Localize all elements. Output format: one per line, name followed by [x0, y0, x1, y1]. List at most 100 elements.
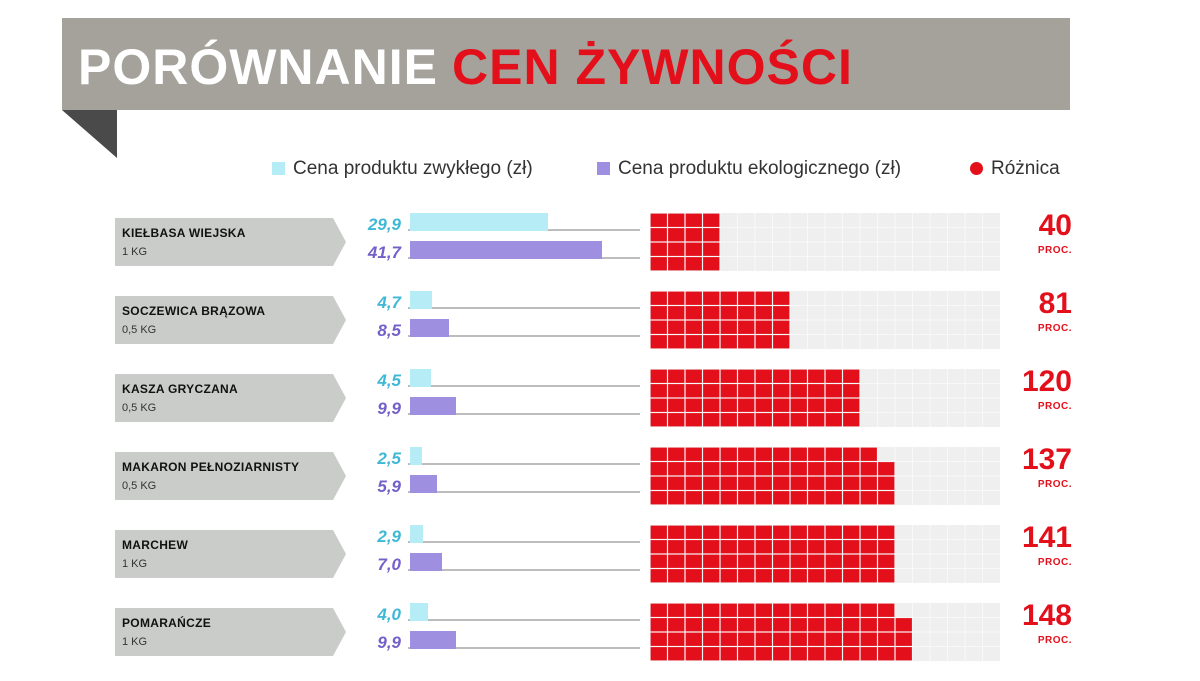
difference-cell	[808, 413, 825, 427]
legend-regular-label: Cena produktu zwykłego (zł)	[293, 158, 533, 179]
difference-cell	[790, 647, 807, 661]
product-label-box	[115, 530, 333, 578]
difference-cell	[650, 462, 667, 476]
difference-cell	[773, 413, 790, 427]
product-unit: 0,5 KG	[122, 324, 157, 336]
difference-cell	[668, 540, 685, 554]
difference-cell	[808, 554, 825, 568]
difference-cell	[738, 291, 755, 305]
product-label-arrow	[333, 452, 346, 500]
difference-cell	[773, 335, 790, 349]
difference-cell	[773, 491, 790, 505]
difference-cell	[650, 369, 667, 383]
product-unit: 1 KG	[122, 558, 148, 570]
difference-cell	[790, 554, 807, 568]
difference-cell	[825, 476, 842, 490]
difference-cell	[703, 306, 720, 320]
legend-eco-swatch	[597, 162, 610, 176]
difference-cell	[860, 647, 877, 661]
regular-price-track	[408, 385, 640, 387]
difference-cell	[685, 398, 702, 412]
difference-unit: PROC.	[1037, 635, 1072, 646]
legend-difference: Różnica	[970, 154, 1060, 184]
product-row: Marchew 1 KG 2,9 7,0 141 PROC.	[0, 521, 1200, 603]
eco-price-label: 9,9	[377, 399, 401, 418]
difference-cell	[685, 569, 702, 583]
product-label-box	[115, 608, 333, 656]
difference-cell	[668, 491, 685, 505]
eco-price-label: 5,9	[377, 477, 401, 496]
difference-cell	[650, 618, 667, 632]
difference-cell	[685, 384, 702, 398]
difference-cell	[790, 369, 807, 383]
difference-cell	[843, 569, 860, 583]
difference-cell	[738, 398, 755, 412]
difference-cell	[738, 618, 755, 632]
difference-grid	[650, 525, 1000, 583]
difference-cell	[773, 447, 790, 461]
difference-cell	[755, 554, 772, 568]
product-name: Soczewica brązowa	[122, 304, 266, 318]
difference-cell	[773, 384, 790, 398]
difference-cell	[668, 369, 685, 383]
difference-unit: PROC.	[1037, 401, 1072, 412]
difference-cell	[650, 603, 667, 617]
difference-cell	[755, 462, 772, 476]
difference-cell	[808, 525, 825, 539]
difference-cell	[755, 525, 772, 539]
difference-grid-svg	[650, 213, 1000, 271]
difference-cell	[860, 525, 877, 539]
eco-price-bar	[410, 397, 456, 415]
difference-cell	[860, 554, 877, 568]
difference-cell	[650, 447, 667, 461]
difference-cell	[738, 540, 755, 554]
difference-cell	[668, 476, 685, 490]
difference-cell	[843, 398, 860, 412]
difference-cell	[843, 618, 860, 632]
title-part2: CEN ŻYWNOŚCI	[452, 39, 853, 95]
eco-price-bar	[410, 319, 450, 337]
difference-cell	[703, 398, 720, 412]
difference-cell	[738, 335, 755, 349]
difference-cell	[860, 476, 877, 490]
difference-cell	[825, 525, 842, 539]
difference-cell	[650, 306, 667, 320]
difference-cell	[843, 369, 860, 383]
difference-cell	[790, 491, 807, 505]
difference-value: 120	[1021, 365, 1072, 398]
legend-difference-swatch	[970, 162, 983, 176]
difference-cell	[668, 242, 685, 256]
product-label-arrow	[333, 374, 346, 422]
regular-price-bar	[410, 291, 432, 309]
difference-cell	[738, 569, 755, 583]
difference-cell	[790, 447, 807, 461]
difference-cell	[878, 618, 895, 632]
difference-cell	[685, 242, 702, 256]
difference-cell	[650, 320, 667, 334]
difference-cell	[755, 569, 772, 583]
regular-price-bar	[410, 369, 431, 387]
difference-cell	[685, 540, 702, 554]
difference-cell	[650, 398, 667, 412]
difference-cell	[720, 335, 737, 349]
eco-price-bar	[410, 631, 456, 649]
difference-cell	[668, 413, 685, 427]
difference-cell	[825, 554, 842, 568]
difference-cell	[825, 618, 842, 632]
difference-cell	[703, 603, 720, 617]
difference-cell	[878, 491, 895, 505]
difference-cell	[825, 540, 842, 554]
regular-price-label: 2,5	[377, 449, 401, 468]
difference-cell	[720, 447, 737, 461]
difference-cell	[860, 447, 877, 461]
difference-cell	[703, 369, 720, 383]
difference-cell	[773, 291, 790, 305]
difference-cell	[668, 384, 685, 398]
difference-cell	[703, 554, 720, 568]
difference-cell	[773, 618, 790, 632]
eco-price-track	[408, 413, 640, 415]
difference-cell	[878, 554, 895, 568]
difference-cell	[790, 603, 807, 617]
difference-cell	[790, 476, 807, 490]
difference-cell	[668, 632, 685, 646]
